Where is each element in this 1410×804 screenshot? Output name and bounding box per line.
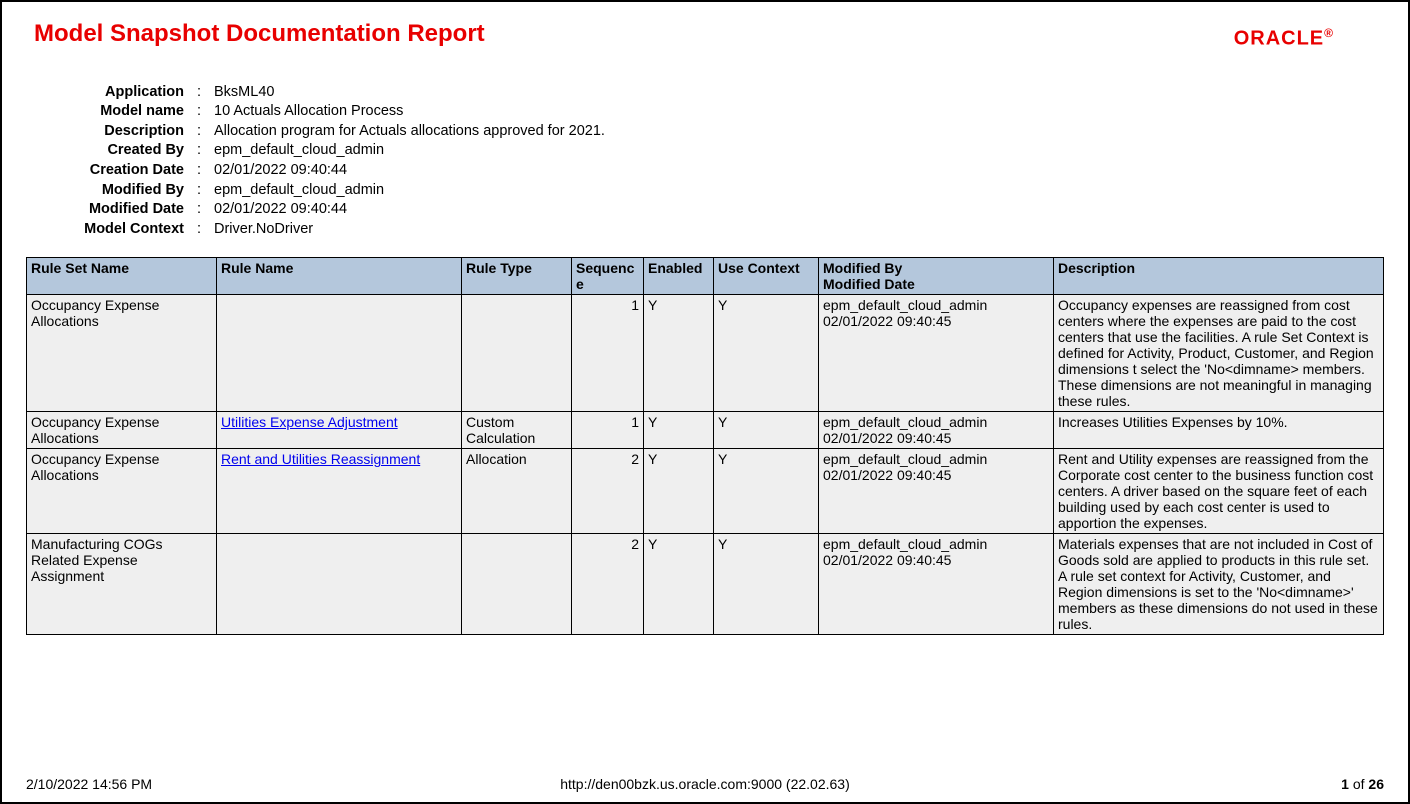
cell-rule-name	[217, 534, 462, 635]
header-row: Model Snapshot Documentation Report ORAC…	[26, 20, 1384, 59]
cell-use-context: Y	[714, 412, 819, 449]
cell-description: Increases Utilities Expenses by 10%.	[1054, 412, 1384, 449]
cell-description: Rent and Utility expenses are reassigned…	[1054, 449, 1384, 534]
cell-use-context: Y	[714, 449, 819, 534]
metadata-row: Modified Date:02/01/2022 09:40:44	[44, 200, 1384, 220]
cell-use-context: Y	[714, 295, 819, 412]
column-header-description: Description	[1054, 258, 1384, 295]
footer-page-total: 26	[1368, 776, 1384, 792]
footer-page-indicator: 1 of 26	[1124, 776, 1384, 792]
rule-name-link[interactable]: Utilities Expense Adjustment	[221, 414, 398, 430]
metadata-colon: :	[184, 83, 214, 103]
cell-rule-name: Rent and Utilities Reassignment	[217, 449, 462, 534]
column-header-sequence: Sequenc e	[572, 258, 644, 295]
page-footer: 2/10/2022 14:56 PM http://den00bzk.us.or…	[26, 776, 1384, 792]
rules-table: Rule Set NameRule NameRule TypeSequenc e…	[26, 257, 1384, 635]
metadata-row: Application:BksML40	[44, 83, 1384, 103]
metadata-colon: :	[184, 220, 214, 240]
table-row: Occupancy Expense AllocationsRent and Ut…	[27, 449, 1384, 534]
cell-enabled: Y	[644, 534, 714, 635]
metadata-value: 02/01/2022 09:40:44	[214, 200, 347, 220]
metadata-label: Description	[44, 122, 184, 142]
column-header-modified: Modified By Modified Date	[819, 258, 1054, 295]
column-header-enabled: Enabled	[644, 258, 714, 295]
cell-enabled: Y	[644, 295, 714, 412]
page-container: Model Snapshot Documentation Report ORAC…	[0, 0, 1410, 804]
metadata-row: Model name:10 Actuals Allocation Process	[44, 102, 1384, 122]
registered-mark: ®	[1324, 26, 1334, 40]
metadata-label: Modified By	[44, 181, 184, 201]
cell-enabled: Y	[644, 449, 714, 534]
cell-rule-name: Utilities Expense Adjustment	[217, 412, 462, 449]
cell-rule-type	[462, 295, 572, 412]
cell-sequence: 1	[572, 295, 644, 412]
metadata-colon: :	[184, 181, 214, 201]
column-header-use-context: Use Context	[714, 258, 819, 295]
metadata-colon: :	[184, 200, 214, 220]
table-header-row: Rule Set NameRule NameRule TypeSequenc e…	[27, 258, 1384, 295]
metadata-colon: :	[184, 161, 214, 181]
metadata-block: Application:BksML40Model name:10 Actuals…	[44, 83, 1384, 240]
cell-rule-set-name: Occupancy Expense Allocations	[27, 295, 217, 412]
metadata-value: BksML40	[214, 83, 274, 103]
cell-sequence: 1	[572, 412, 644, 449]
cell-rule-type	[462, 534, 572, 635]
column-header-rule-name: Rule Name	[217, 258, 462, 295]
metadata-label: Model Context	[44, 220, 184, 240]
footer-page-sep: of	[1349, 776, 1368, 792]
oracle-logo: ORACLE®	[1234, 26, 1334, 51]
table-row: Occupancy Expense Allocations 1YYepm_defa…	[27, 295, 1384, 412]
cell-rule-type: Custom Calculation	[462, 412, 572, 449]
metadata-value: 10 Actuals Allocation Process	[214, 102, 403, 122]
metadata-label: Creation Date	[44, 161, 184, 181]
metadata-label: Model name	[44, 102, 184, 122]
metadata-label: Application	[44, 83, 184, 103]
cell-rule-set-name: Occupancy Expense Allocations	[27, 449, 217, 534]
table-row: Occupancy Expense AllocationsUtilities E…	[27, 412, 1384, 449]
footer-page-current: 1	[1341, 776, 1349, 792]
metadata-value: Driver.NoDriver	[214, 220, 313, 240]
cell-rule-set-name: Occupancy Expense Allocations	[27, 412, 217, 449]
table-row: Manufacturing COGs Related Expense Assig…	[27, 534, 1384, 635]
cell-modified: epm_default_cloud_admin 02/01/2022 09:40…	[819, 412, 1054, 449]
metadata-label: Modified Date	[44, 200, 184, 220]
footer-timestamp: 2/10/2022 14:56 PM	[26, 776, 286, 792]
metadata-colon: :	[184, 122, 214, 142]
cell-rule-type: Allocation	[462, 449, 572, 534]
cell-enabled: Y	[644, 412, 714, 449]
oracle-logo-text: ORACLE	[1234, 28, 1324, 50]
metadata-value: Allocation program for Actuals allocatio…	[214, 122, 605, 142]
metadata-row: Model Context:Driver.NoDriver	[44, 220, 1384, 240]
metadata-value: epm_default_cloud_admin	[214, 141, 384, 161]
metadata-row: Created By:epm_default_cloud_admin	[44, 141, 1384, 161]
footer-url: http://den00bzk.us.oracle.com:9000 (22.0…	[286, 776, 1124, 792]
metadata-row: Creation Date:02/01/2022 09:40:44	[44, 161, 1384, 181]
report-title: Model Snapshot Documentation Report	[34, 20, 485, 49]
metadata-colon: :	[184, 141, 214, 161]
metadata-label: Created By	[44, 141, 184, 161]
metadata-row: Description:Allocation program for Actua…	[44, 122, 1384, 142]
metadata-value: 02/01/2022 09:40:44	[214, 161, 347, 181]
cell-use-context: Y	[714, 534, 819, 635]
metadata-row: Modified By:epm_default_cloud_admin	[44, 181, 1384, 201]
cell-modified: epm_default_cloud_admin 02/01/2022 09:40…	[819, 534, 1054, 635]
cell-sequence: 2	[572, 449, 644, 534]
metadata-colon: :	[184, 102, 214, 122]
cell-modified: epm_default_cloud_admin 02/01/2022 09:40…	[819, 295, 1054, 412]
cell-description: Materials expenses that are not included…	[1054, 534, 1384, 635]
cell-modified: epm_default_cloud_admin 02/01/2022 09:40…	[819, 449, 1054, 534]
column-header-rule-type: Rule Type	[462, 258, 572, 295]
cell-rule-name	[217, 295, 462, 412]
metadata-value: epm_default_cloud_admin	[214, 181, 384, 201]
cell-rule-set-name: Manufacturing COGs Related Expense Assig…	[27, 534, 217, 635]
column-header-rule-set-name: Rule Set Name	[27, 258, 217, 295]
rule-name-link[interactable]: Rent and Utilities Reassignment	[221, 451, 420, 467]
cell-description: Occupancy expenses are reassigned from c…	[1054, 295, 1384, 412]
cell-sequence: 2	[572, 534, 644, 635]
